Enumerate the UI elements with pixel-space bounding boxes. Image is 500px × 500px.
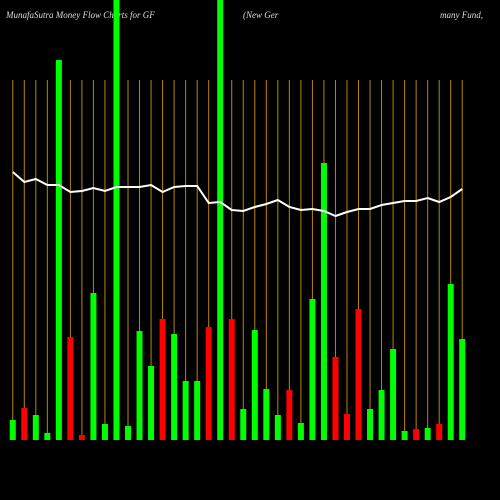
bar [182,381,189,440]
bar [263,389,270,440]
chart-title: (New Ger [243,10,279,20]
bar [136,331,143,440]
bar [205,327,212,440]
bar [55,60,62,440]
bar [78,435,85,440]
bar [332,357,339,440]
bar [113,0,120,440]
bar [217,0,224,440]
bar [320,163,327,440]
bar [367,409,374,440]
bar [148,366,155,440]
bar [240,409,247,440]
bar [194,381,201,440]
bar [424,428,431,440]
bar [44,433,51,440]
bar [343,414,350,440]
bar [251,330,258,440]
bar [309,299,316,440]
chart-title: many Fund, [440,10,483,20]
bar [90,293,97,440]
bar [67,337,74,440]
bar [101,424,108,440]
bar [32,415,39,440]
bar [9,420,16,440]
bar [125,426,132,440]
bar [401,431,408,440]
bar [228,319,235,440]
bar [436,424,443,440]
bar [159,319,166,440]
bar [413,429,420,440]
bar [21,408,28,440]
bar [355,309,362,440]
bar [297,423,304,440]
bar [274,415,281,440]
money-flow-line [12,171,463,218]
bar [390,349,397,440]
chart-title: MunafaSutra Money Flow Charts for GF [5,10,155,20]
bar [171,334,178,440]
bar [378,390,385,440]
bar [286,390,293,440]
bar [459,339,466,440]
bar [447,284,454,440]
